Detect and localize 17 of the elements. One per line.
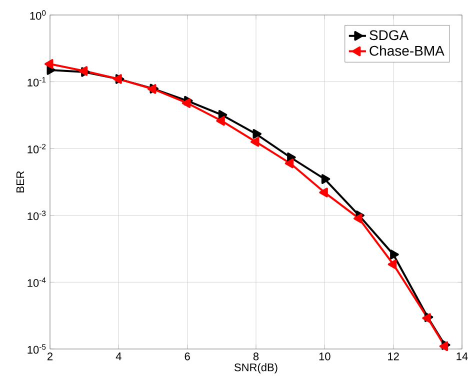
y-axis-title: BER [16, 171, 24, 192]
x-tick-label: 10 [319, 352, 330, 360]
x-tick-label: 2 [47, 352, 53, 360]
legend-label: SDGA [370, 30, 409, 40]
x-axis-title: SNR(dB) [234, 363, 278, 374]
y-tick-label: 10$^{-2}$ [28, 144, 46, 154]
x-tick-label: 6 [184, 352, 190, 360]
y-tick-label: 10$^{-3}$ [28, 210, 46, 220]
x-tick-label: 12 [388, 352, 399, 360]
x-tick-label: 8 [253, 352, 259, 360]
x-tick-label: 14 [456, 352, 468, 360]
y-tick-label: 10$^{-5}$ [28, 344, 46, 354]
y-tick-label: 10$^{0}$ [30, 10, 46, 20]
y-tick-label: 10$^{-1}$ [28, 77, 46, 86]
x-tick-label: 4 [116, 352, 122, 360]
legend-label: Chase-BMA [370, 45, 444, 56]
y-tick-label: 10$^{-4}$ [28, 278, 46, 287]
